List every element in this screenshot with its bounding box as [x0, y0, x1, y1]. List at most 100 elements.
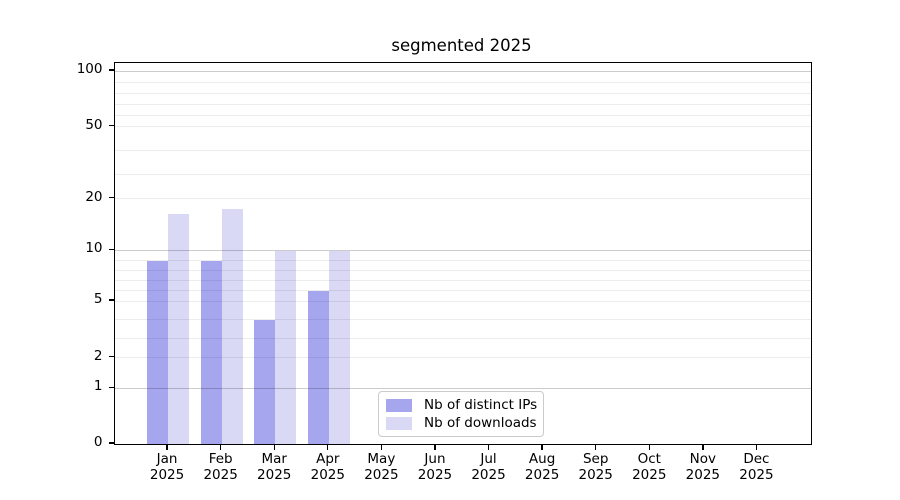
- grid-line-100: [114, 70, 811, 72]
- bar-downloads: [328, 250, 350, 444]
- x-axis-tick-jan: [166, 444, 168, 450]
- y-tick-label-20: 20: [85, 188, 103, 205]
- x-axis-tick-aug: [541, 444, 543, 450]
- x-tick-month: Sep: [582, 451, 609, 467]
- x-axis-tick-nov: [702, 444, 704, 450]
- x-tick-year: 2025: [739, 467, 774, 483]
- legend-label: Nb of downloads: [424, 415, 537, 431]
- grid-line-minor-60: [114, 115, 811, 117]
- bar-downloads: [168, 214, 190, 444]
- bar-distinct-ips: [254, 319, 276, 444]
- x-tick-year: 2025: [364, 467, 399, 483]
- grid-line-minor-80: [114, 92, 811, 94]
- x-tick-label-oct: Oct 2025: [619, 451, 679, 483]
- plot-area: [113, 62, 812, 445]
- x-tick-year: 2025: [417, 467, 453, 483]
- bar-distinct-ips: [307, 290, 329, 444]
- x-tick-label-aug: Aug 2025: [512, 451, 572, 483]
- y-tick-label-1: 1: [93, 378, 103, 395]
- x-tick-label-jan: Jan 2025: [137, 451, 197, 483]
- x-tick-month: Oct: [637, 451, 661, 467]
- x-tick-year: 2025: [578, 467, 613, 483]
- y-axis-tick-10: [108, 248, 114, 251]
- y-tick-label-5: 5: [93, 291, 103, 307]
- legend-swatch-distinct-ips: [386, 398, 412, 412]
- grid-line-minor-4: [114, 319, 811, 321]
- x-axis-tick-jun: [434, 444, 436, 450]
- chart-title: segmented 2025: [391, 36, 532, 55]
- grid-line-minor-7: [114, 280, 811, 282]
- bars-layer: [115, 63, 812, 444]
- y-axis-tick-50: [108, 125, 114, 127]
- x-tick-label-mar: Mar 2025: [244, 451, 304, 483]
- x-tick-year: 2025: [257, 467, 292, 483]
- grid-line-50: [114, 126, 811, 128]
- x-tick-label-jun: Jun 2025: [405, 451, 465, 483]
- x-axis-tick-feb: [219, 444, 222, 450]
- y-axis-tick-20: [108, 197, 114, 199]
- y-tick-label-0: 0: [93, 434, 103, 450]
- y-axis-tick-0: [108, 442, 114, 444]
- x-tick-label-sep: Sep 2025: [566, 451, 626, 483]
- grid-line-20: [114, 198, 811, 200]
- legend-swatch-downloads: [386, 416, 412, 430]
- x-axis-tick-dec: [755, 444, 758, 450]
- grid-line-minor-90: [114, 81, 811, 83]
- x-tick-month: May: [367, 451, 396, 467]
- grid-line-10: [114, 250, 811, 251]
- x-axis-tick-jul: [487, 444, 490, 450]
- x-axis-tick-sep: [594, 444, 597, 450]
- grid-line-2: [114, 357, 811, 359]
- x-tick-month: Nov: [689, 451, 717, 467]
- x-tick-year: 2025: [471, 467, 506, 483]
- grid-line-minor-9: [114, 260, 811, 262]
- x-tick-label-feb: Feb 2025: [191, 451, 251, 483]
- grid-line-5: [114, 300, 811, 302]
- grid-line-1: [114, 388, 811, 389]
- x-tick-label-nov: Nov 2025: [673, 451, 733, 483]
- x-tick-month: Dec: [743, 451, 770, 467]
- x-tick-month: Jul: [480, 451, 497, 467]
- x-tick-month: Feb: [208, 451, 233, 467]
- x-tick-month: Mar: [261, 451, 287, 467]
- y-tick-label-2: 2: [93, 347, 103, 364]
- x-tick-year: 2025: [203, 467, 238, 483]
- bar-downloads: [275, 250, 297, 444]
- y-axis-tick-2: [108, 356, 114, 358]
- x-tick-month: Jun: [424, 451, 446, 467]
- bar-distinct-ips: [147, 260, 169, 444]
- grid-line-minor-6: [114, 290, 811, 292]
- x-axis-tick-apr: [327, 444, 329, 450]
- x-tick-label-may: May 2025: [351, 451, 411, 483]
- y-axis-tick-100: [108, 69, 114, 71]
- bar-downloads: [221, 209, 243, 444]
- x-tick-label-jul: Jul 2025: [459, 451, 519, 483]
- x-axis-tick-may: [380, 444, 383, 450]
- x-tick-year: 2025: [310, 467, 345, 483]
- x-axis-tick-mar: [273, 444, 275, 450]
- grid-line-minor-8: [114, 270, 811, 272]
- x-tick-label-apr: Apr 2025: [298, 451, 358, 483]
- x-tick-month: Apr: [316, 451, 340, 467]
- y-tick-label-10: 10: [85, 240, 103, 257]
- grid-line-minor-70: [114, 103, 811, 105]
- grid-line-minor-40: [114, 150, 811, 152]
- x-tick-year: 2025: [149, 467, 185, 483]
- y-tick-label-50: 50: [85, 116, 103, 133]
- grid-layer: [114, 63, 811, 444]
- y-axis-tick-5: [108, 299, 114, 301]
- legend-label: Nb of distinct IPs: [424, 397, 538, 413]
- x-tick-month: Jan: [156, 451, 178, 467]
- legend-row-distinct-ips: Nb of distinct IPs: [386, 396, 538, 414]
- x-axis-tick-oct: [648, 444, 650, 450]
- x-tick-label-dec: Dec 2025: [726, 451, 786, 483]
- grid-line-minor-3: [114, 338, 811, 340]
- grid-line-minor-30: [114, 174, 811, 176]
- legend-row-downloads: Nb of downloads: [386, 414, 537, 432]
- y-axis-tick-1: [108, 386, 114, 389]
- bar-distinct-ips: [200, 260, 222, 444]
- x-tick-year: 2025: [524, 467, 560, 483]
- y-tick-label-100: 100: [76, 61, 103, 77]
- x-tick-year: 2025: [685, 467, 721, 483]
